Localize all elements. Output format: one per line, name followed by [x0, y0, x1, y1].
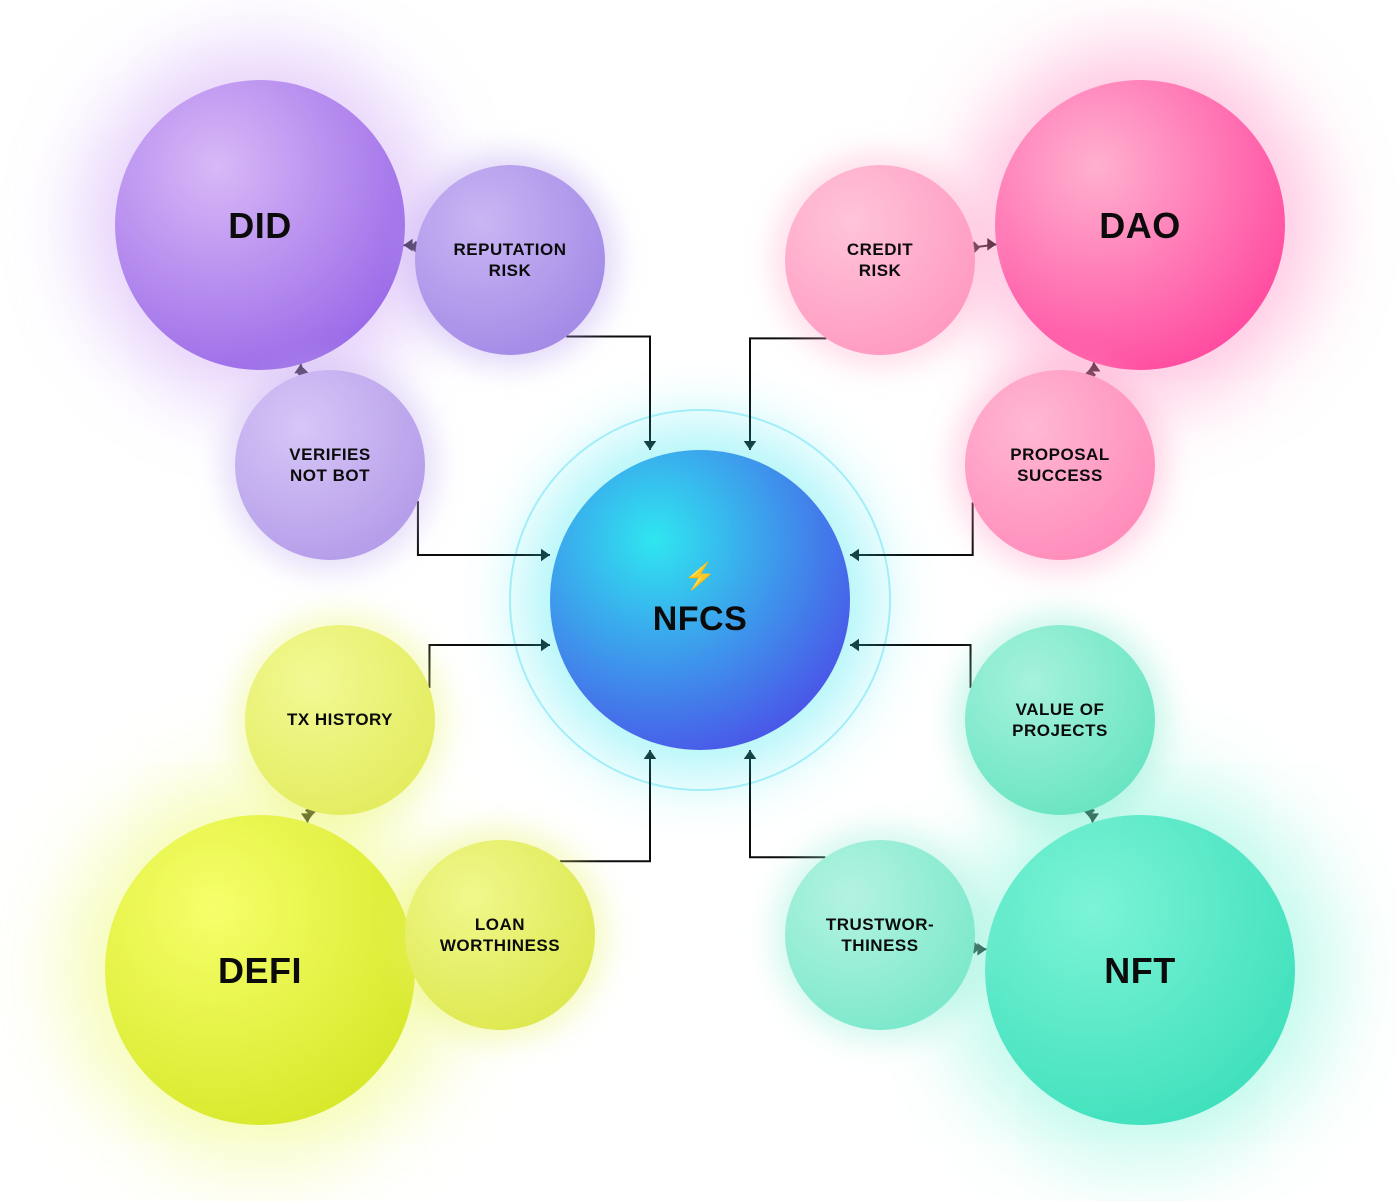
verifies-not-bot-label: VERIFIES NOT BOT — [289, 444, 370, 487]
tx-history-label: TX HISTORY — [287, 709, 393, 730]
arrow-reputation-risk-to-did — [404, 239, 413, 252]
node-nfcs: ⚡ NFCS — [550, 450, 850, 750]
node-defi: DEFI — [105, 815, 415, 1125]
loan-worthiness-label: LOAN WORTHINESS — [440, 914, 560, 957]
dao-label: DAO — [1099, 203, 1181, 248]
node-proposal-success: PROPOSAL SUCCESS — [965, 370, 1155, 560]
nft-label: NFT — [1104, 948, 1175, 993]
node-verifies-not-bot: VERIFIES NOT BOT — [235, 370, 425, 560]
arrow-trustworthiness-to-center — [744, 750, 757, 759]
edge-credit-risk-to-dao — [974, 244, 996, 247]
node-credit-risk: CREDIT RISK — [785, 165, 975, 355]
arrow-credit-risk-to-center — [744, 441, 757, 450]
node-reputation-risk: REPUTATION RISK — [415, 165, 605, 355]
proposal-success-label: PROPOSAL SUCCESS — [1010, 444, 1109, 487]
diagram-canvas: ⚡ NFCS DID DAO DEFI NFT REPUTATION RISK VERIFIE… — [0, 0, 1400, 1201]
trustworthiness-label: TRUSTWOR- THINESS — [826, 914, 934, 957]
node-did: DID — [115, 80, 405, 370]
edge-reputation-risk-to-did — [404, 245, 416, 247]
did-label: DID — [228, 203, 292, 248]
edge-reputation-risk-to-center — [566, 336, 650, 450]
arrow-verifies-not-bot-to-center — [541, 549, 550, 562]
node-tx-history: TX HISTORY — [245, 625, 435, 815]
node-nft: NFT — [985, 815, 1295, 1125]
edge-proposal-success-to-dao — [1090, 363, 1094, 375]
arrow-loan-worthiness-to-center — [644, 750, 657, 759]
node-trustworthiness: TRUSTWOR- THINESS — [785, 840, 975, 1030]
edge-tx-history-to-center — [429, 645, 550, 688]
arrow-reputation-risk-to-center — [644, 441, 657, 450]
edge-value-of-projects-to-nft — [1089, 810, 1093, 822]
edge-tx-history-to-defi — [307, 810, 311, 822]
arrow-value-of-projects-to-center — [850, 639, 859, 652]
node-loan-worthiness: LOAN WORTHINESS — [405, 840, 595, 1030]
edge-trustworthiness-to-nft — [974, 948, 986, 950]
edge-credit-risk-to-center — [750, 338, 826, 450]
arrow-tx-history-to-center — [541, 639, 550, 652]
node-dao: DAO — [995, 80, 1285, 370]
nfcs-label: NFCS — [653, 598, 748, 641]
reputation-risk-label: REPUTATION RISK — [454, 239, 567, 282]
nfcs-icon: ⚡ — [684, 560, 717, 593]
edge-verifies-not-bot-to-center — [418, 501, 550, 555]
credit-risk-label: CREDIT RISK — [847, 239, 913, 282]
edge-verifies-not-bot-to-did — [301, 364, 304, 374]
node-value-of-projects: VALUE OF PROJECTS — [965, 625, 1155, 815]
edge-trustworthiness-to-center — [750, 750, 825, 857]
arrow-verifies-not-bot-to-did — [294, 364, 307, 373]
edge-loan-worthiness-to-center — [560, 750, 650, 861]
value-of-projects-label: VALUE OF PROJECTS — [1012, 699, 1108, 742]
arrow-proposal-success-to-center — [850, 549, 859, 562]
defi-label: DEFI — [218, 948, 302, 993]
edge-proposal-success-to-center — [850, 502, 973, 555]
edge-value-of-projects-to-center — [850, 645, 971, 688]
